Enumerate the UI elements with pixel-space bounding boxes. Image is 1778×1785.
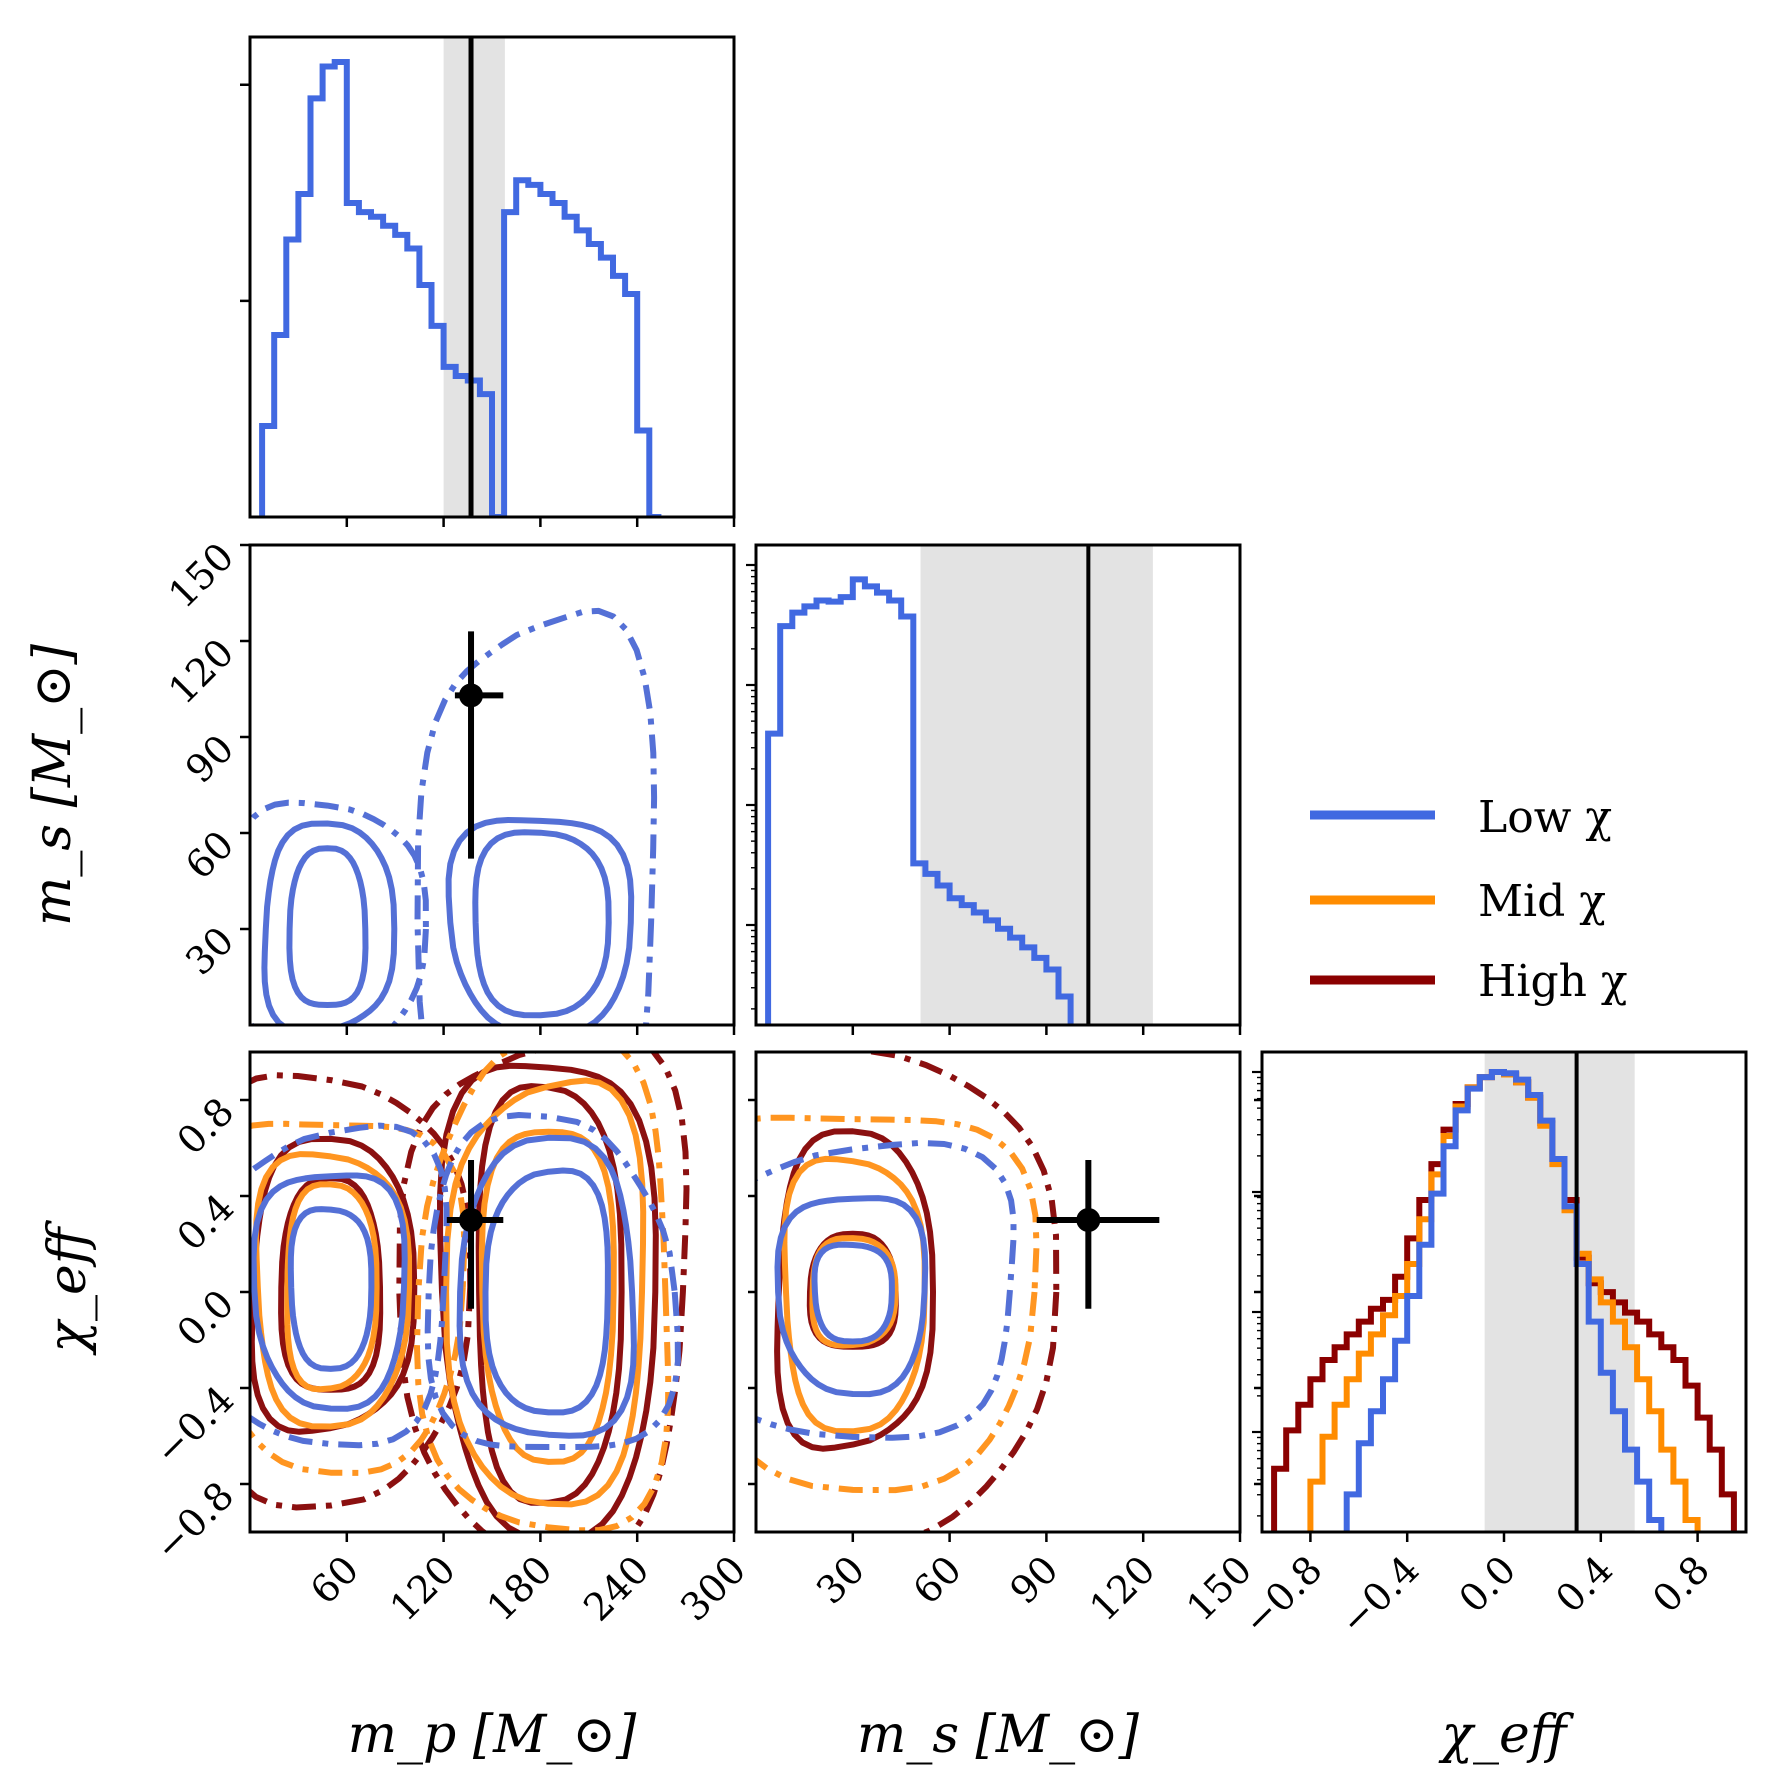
contour-contour-mp-ms-low-mode0-level0 [286,845,369,1008]
x-tick-label-ms: 90 [1001,1547,1066,1612]
contour-contour-mp-chi-mid-mode0-level1 [253,1151,413,1430]
panel-frame-hist-ms [754,543,1242,1027]
y-tick-label-chi: −0.4 [146,1377,242,1473]
x-axis-label-chi: χ_eff [1437,1705,1574,1765]
marker-point-contour-mp-ms [459,683,484,708]
panel-frame-contour-ms-chi [754,1050,1242,1534]
contour-contour-mp-ms-low-mode0-level1 [261,820,398,1025]
y-tick-label-chi: 0.0 [169,1281,243,1355]
x-tick-label-chi: 0.8 [1644,1547,1718,1621]
contour-contour-ms-chi-low-mode0-level1 [774,1195,929,1398]
y-tick-label-ms: 120 [160,630,242,712]
contour-contour-ms-chi-mid-mode0-level2 [756,1114,1040,1494]
y-tick-label-chi: 0.4 [169,1185,243,1259]
contour-contour-mp-ms-low-mode0-level2 [250,799,429,1025]
x-tick-label-mp: 60 [302,1547,367,1612]
contour-contour-mp-chi-low-mode0-level0 [287,1206,375,1372]
contour-contour-mp-chi-mid-mode0-level0 [284,1181,380,1393]
x-tick-label-mp: 240 [575,1547,657,1629]
y-tick-label-ms: 30 [177,918,242,983]
contour-contour-mp-chi-low-mode1-level0 [482,1167,611,1416]
x-tick-label-chi: −0.4 [1331,1547,1427,1643]
contour-contour-ms-chi-low-mode0-level0 [811,1241,895,1345]
contour-contour-mp-ms-low-mode1-level2 [414,607,658,1025]
contour-contour-mp-chi-low-mode1-level1 [456,1134,637,1439]
data-layer [250,59,1737,1532]
x-tick-label-chi: 0.4 [1547,1547,1621,1621]
x-axis-label-ms: m_s [M_⊙] [857,1705,1140,1765]
contour-contour-mp-chi-low-mode0-level1 [250,1172,408,1412]
x-tick-label-chi: 0.0 [1451,1547,1525,1621]
contour-contour-mp-ms-low-mode1-level1 [445,817,635,1025]
contour-contour-mp-chi-high-mode0-level0 [278,1175,384,1393]
hist-mp-interval-band [443,37,505,517]
legend-label-mid: Mid χ [1478,876,1606,927]
contour-contour-mp-chi-low-mode0-level2 [250,1122,450,1449]
y-tick-label-ms: 60 [177,822,242,887]
y-axis-label-ms: m_s [M_⊙] [23,643,83,926]
hist-chi-series-low [1343,1069,1665,1532]
legend-label-high: High χ [1478,956,1628,1007]
x-tick-label-ms: 120 [1081,1547,1163,1629]
marker-layer [446,37,1579,1532]
x-tick-label-mp: 120 [382,1547,464,1629]
panel-frame-contour-mp-ms [248,543,736,1027]
y-tick-label-chi: −0.8 [146,1473,242,1569]
hist-mp-series-low [259,59,662,517]
contour-contour-ms-chi-mid-mode0-level1 [781,1155,928,1435]
marker-point-contour-mp-chi [459,1208,484,1232]
y-axis-label-chi: χ_eff [38,1219,98,1356]
contour-contour-ms-chi-high-mode0-level2 [856,1052,1060,1532]
marker-point-contour-ms-chi [1076,1208,1101,1232]
contour-contour-mp-chi-high-mode1-level0 [475,1083,625,1506]
contour-contour-ms-chi-low-mode0-level2 [756,1139,1017,1441]
x-axis-label-mp: m_p [M_⊙] [348,1705,637,1765]
y-tick-label-chi: 0.8 [169,1089,243,1163]
contour-contour-mp-ms-low-mode1-level0 [472,829,612,1019]
panel-frame-hist-mp [248,35,736,519]
y-tick-label-ms: 90 [177,726,242,791]
legend: Low χ Mid χ High χ [1310,792,1628,1007]
y-tick-label-ms: 150 [160,534,242,616]
x-tick-label-chi: −0.8 [1234,1547,1330,1643]
x-tick-label-ms: 30 [808,1547,873,1612]
x-tick-label-ms: 60 [905,1547,970,1612]
x-tick-label-mp: 180 [478,1547,560,1629]
contour-contour-mp-chi-low-mode1-level2 [424,1112,681,1450]
hist-ms-series-low [765,576,1074,1025]
legend-label-low: Low χ [1478,792,1612,843]
contour-contour-mp-chi-mid-mode1-level2 [414,1052,672,1532]
x-tick-label-mp: 300 [672,1547,754,1629]
